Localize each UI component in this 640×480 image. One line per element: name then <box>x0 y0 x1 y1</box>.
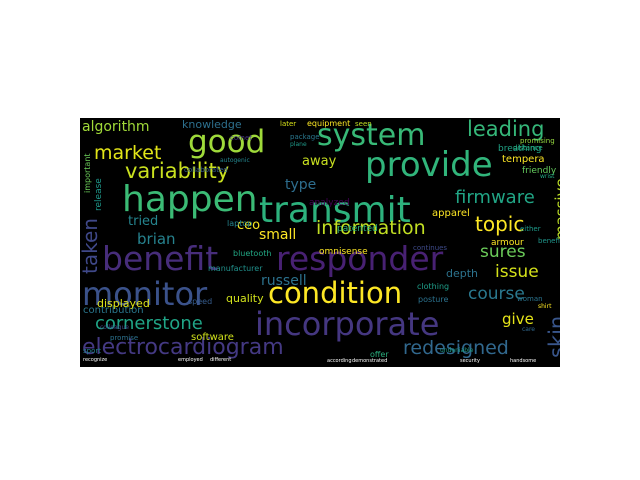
cloud-word: distance <box>513 144 543 152</box>
cloud-word: displayed <box>97 297 150 310</box>
cloud-word: shirt <box>538 303 552 310</box>
cloud-word: armour <box>491 238 524 248</box>
cloud-word: incorporate <box>255 305 440 343</box>
cloud-word: benefited <box>538 237 560 245</box>
cloud-word: comet <box>230 134 253 142</box>
cloud-word: brian <box>137 230 176 248</box>
cloud-word: sport <box>83 347 101 355</box>
cloud-word: taken <box>80 218 102 274</box>
cloud-word: information <box>316 217 426 239</box>
cloud-word: recognize <box>83 357 108 363</box>
cloud-word: leading <box>467 118 545 141</box>
word-cloud-image: transmit benefit responder provide happe… <box>80 118 560 367</box>
cloud-word: colleague <box>100 324 129 331</box>
cloud-word: package <box>290 133 320 141</box>
cloud-word: happen <box>122 179 258 220</box>
cloud-word: massive <box>552 178 560 240</box>
cloud-word: cornerstone <box>95 313 203 334</box>
cloud-word: laptop <box>227 219 253 228</box>
cloud-word: provide <box>365 145 493 185</box>
cloud-word: according <box>327 358 352 364</box>
cloud-word: release <box>94 178 104 211</box>
cloud-word: breathing <box>498 144 542 154</box>
cloud-word: speed <box>188 297 213 306</box>
cloud-word: tried <box>128 214 159 229</box>
cloud-word: condition <box>268 276 403 310</box>
cloud-word: topic <box>475 212 525 236</box>
cloud-word: either <box>520 225 541 233</box>
cloud-word: posture <box>418 295 449 304</box>
cloud-word: knowledge <box>182 118 242 131</box>
cloud-word: seen <box>355 120 372 128</box>
cloud-word: tempera <box>502 154 545 165</box>
cloud-word: patented <box>337 224 378 234</box>
cloud-word: important <box>83 153 92 193</box>
cloud-word: away <box>302 154 337 169</box>
cloud-word: firmware <box>455 187 535 208</box>
cloud-word: electrocardiogram <box>82 335 284 360</box>
cloud-word: friendly <box>522 166 557 176</box>
cloud-word: later <box>280 120 297 128</box>
cloud-word: omnisense <box>319 247 368 257</box>
cloud-word: market <box>94 142 162 164</box>
cloud-word: software <box>191 332 234 343</box>
cloud-word: good <box>188 124 266 160</box>
cloud-word: algorithm <box>82 119 150 135</box>
cloud-word: care <box>522 326 536 333</box>
cloud-word: bluetooth <box>233 249 272 258</box>
cloud-word: handsome <box>510 358 537 364</box>
cloud-word: quality <box>226 292 264 305</box>
cloud-word: russell <box>261 273 307 289</box>
cloud-word: offer <box>370 350 389 359</box>
cloud-word: plane <box>290 141 307 148</box>
cloud-word: small <box>259 227 297 243</box>
cloud-word: employed <box>178 357 203 363</box>
cloud-word: skin <box>545 315 560 358</box>
cloud-word: apparel <box>432 208 470 219</box>
cloud-word: continues <box>413 244 448 252</box>
cloud-word: issue <box>495 262 539 282</box>
cloud-word: system <box>317 118 426 153</box>
cloud-word: promising <box>520 137 555 145</box>
cloud-word: ceo <box>237 218 261 233</box>
cloud-word: clothing <box>417 282 450 291</box>
cloud-word: responder <box>276 239 444 278</box>
cloud-word: redesigned <box>403 337 509 359</box>
cloud-word: give <box>502 310 534 328</box>
cloud-word: course <box>468 284 525 304</box>
cloud-word: sures <box>480 242 526 262</box>
cloud-word: analyzed <box>309 198 350 208</box>
cloud-word: manufacturer <box>208 264 263 273</box>
cloud-word: autogenic <box>220 157 250 164</box>
cloud-word: different <box>210 357 232 363</box>
cloud-word: type <box>285 177 317 193</box>
cloud-word: equipment <box>307 119 351 128</box>
cloud-word: benefit <box>102 239 219 278</box>
cloud-word: contribution <box>83 305 144 316</box>
cloud-word: promise <box>110 334 139 342</box>
cloud-word: wrist <box>540 173 555 180</box>
cloud-word: transmit <box>259 190 411 231</box>
cloud-word: woman <box>517 295 543 303</box>
cloud-word: collaborated <box>184 166 228 174</box>
cloud-word: demonstrated <box>352 358 388 364</box>
cloud-word: variability <box>125 159 230 183</box>
cloud-word: security <box>460 358 480 364</box>
cloud-word: monitor <box>82 275 208 313</box>
cloud-word: depth <box>446 267 479 280</box>
cloud-word: undeniable <box>440 347 474 354</box>
